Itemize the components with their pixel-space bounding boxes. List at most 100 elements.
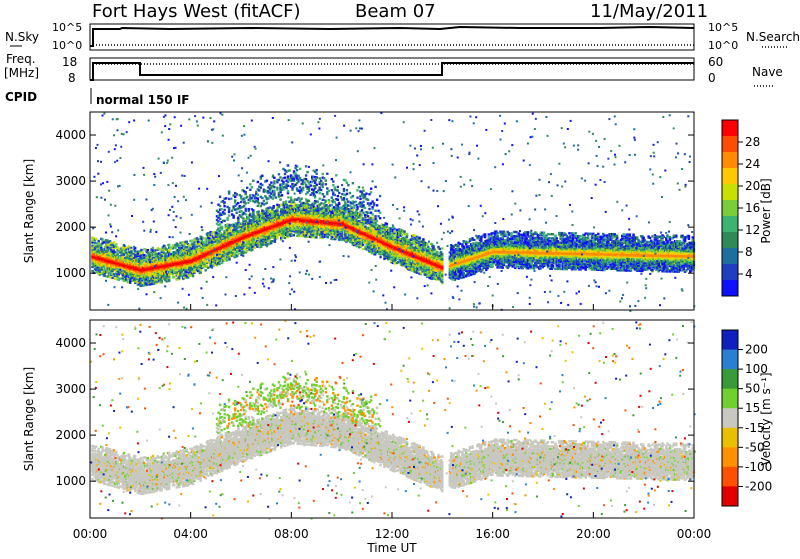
power-cell — [217, 228, 219, 230]
power-cell — [269, 206, 271, 208]
power-cell — [142, 251, 144, 253]
power-cell — [361, 214, 363, 216]
station-title: Fort Hays West (fitACF) — [92, 1, 301, 22]
power-cell — [202, 241, 204, 243]
power-cell — [193, 241, 195, 243]
power-cell — [251, 249, 253, 251]
power-data-layer — [91, 112, 695, 312]
power-cell — [169, 246, 171, 248]
power-cell — [386, 223, 388, 225]
power-cell — [147, 249, 149, 251]
power-cell — [111, 277, 113, 279]
power-cell — [372, 229, 374, 231]
power-cell — [237, 253, 239, 255]
power-cell — [362, 248, 364, 250]
nsky-trace — [90, 27, 694, 46]
power-cell — [207, 232, 209, 234]
power-cell — [242, 251, 244, 253]
power-cell — [113, 241, 115, 243]
power-cell — [127, 281, 129, 283]
power-cell — [379, 227, 381, 229]
power-cell — [203, 261, 205, 263]
freq-label-line1: Freq. — [6, 52, 36, 66]
nsearch-tick-top: 10^5 — [708, 21, 738, 34]
power-cell — [152, 247, 154, 249]
cpid-label: CPID — [5, 90, 37, 104]
power-cell — [362, 217, 364, 219]
freq-panel — [90, 58, 694, 80]
power-cell — [379, 256, 381, 258]
power-cell — [315, 236, 317, 238]
power-cell — [140, 249, 142, 251]
power-cell — [226, 223, 228, 225]
nave-tick-bottom: 0 — [708, 71, 716, 85]
power-cell — [333, 206, 335, 208]
power-cell — [134, 250, 136, 252]
power-cell — [186, 246, 188, 248]
power-cell — [401, 234, 403, 236]
power-cell — [196, 246, 198, 248]
nsky-tick-bottom: 10^0 — [52, 39, 82, 52]
freq-trace — [90, 63, 694, 80]
power-cell — [178, 245, 180, 247]
power-cell — [197, 238, 199, 240]
power-cell — [119, 277, 121, 279]
power-cell — [352, 216, 354, 218]
power-cell — [128, 245, 130, 247]
power-cell — [413, 235, 415, 237]
nsearch-tick-bottom: 10^0 — [708, 39, 738, 52]
power-cell — [342, 237, 344, 239]
power-cell — [228, 224, 230, 226]
power-cell — [284, 237, 286, 239]
power-cell — [372, 217, 374, 219]
power-cell — [98, 240, 100, 242]
power-cell — [400, 240, 402, 242]
power-cell — [411, 242, 413, 244]
nsky-tick-top: 10^5 — [52, 21, 82, 34]
power-cell — [99, 271, 101, 273]
power-cell — [397, 261, 399, 263]
power-cell — [173, 276, 175, 278]
power-cell — [212, 231, 214, 233]
power-cell — [166, 248, 168, 250]
power-cell — [104, 275, 106, 277]
power-cell — [91, 239, 93, 241]
power-cell — [161, 280, 163, 282]
cpid-value: normal 150 IF — [96, 93, 190, 107]
power-cell — [352, 209, 354, 211]
power-cell — [320, 202, 322, 204]
freq-tick-top: 18 — [62, 55, 77, 69]
power-cell — [144, 248, 146, 250]
power-cell — [158, 248, 160, 250]
power-cell — [101, 238, 103, 240]
power-cell — [103, 241, 105, 243]
power-cell — [191, 240, 193, 242]
power-cell — [420, 266, 422, 268]
power-cell — [293, 205, 295, 207]
power-cell — [257, 211, 259, 213]
nsky-label: N.Sky — [5, 30, 39, 44]
power-cell — [271, 240, 273, 242]
power-cell — [403, 230, 405, 232]
power-cell — [386, 226, 388, 228]
power-cell — [308, 200, 310, 202]
power-cell — [418, 237, 420, 239]
date-title: 11/May/2011 — [590, 1, 708, 22]
power-cell — [163, 252, 165, 254]
power-cell — [298, 233, 300, 235]
power-cell — [293, 234, 295, 236]
power-cell — [193, 244, 195, 246]
power-cell — [328, 207, 330, 209]
power-cell — [228, 258, 230, 260]
power-cell — [206, 264, 208, 266]
power-cell — [294, 198, 296, 200]
power-cell — [416, 272, 418, 274]
nsearch-label: N.Search — [746, 30, 800, 44]
power-cell — [230, 230, 232, 232]
power-cell — [162, 249, 164, 251]
power-cell — [267, 210, 269, 212]
power-cell — [206, 260, 208, 262]
power-cell — [116, 252, 118, 254]
power-cell — [393, 228, 395, 230]
power-cell — [218, 263, 220, 265]
